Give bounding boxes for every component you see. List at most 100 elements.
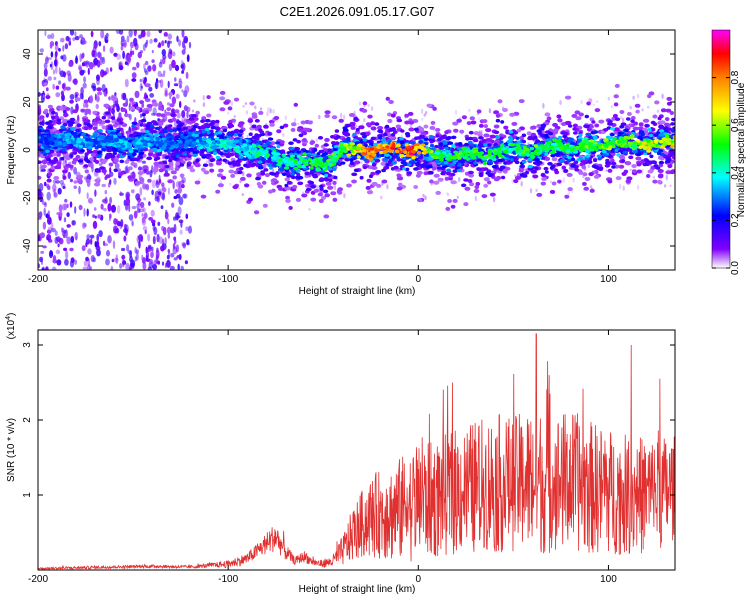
ridge-cell: [551, 130, 559, 135]
ridge-cell: [433, 173, 440, 178]
ridge-cell: [72, 109, 78, 114]
ridge-cell: [571, 113, 578, 118]
ridge-cell: [478, 173, 484, 178]
noise-cell: [511, 178, 514, 185]
ridge-cell: [468, 130, 474, 135]
ridge-cell: [426, 165, 431, 169]
ridge-cell: [164, 155, 170, 160]
noise-cell: [191, 109, 195, 113]
ridge-cell: [309, 181, 315, 185]
ridge-cell: [404, 120, 410, 125]
noise-cell: [123, 235, 127, 242]
ridge-cell: [309, 141, 315, 145]
ridge-cell: [594, 123, 600, 128]
noise-cell: [40, 192, 44, 199]
noise-cell: [62, 71, 66, 78]
ridge-cell: [206, 113, 212, 118]
noise-cell: [102, 198, 108, 205]
noise-cell: [70, 106, 74, 115]
ridge-cell: [500, 120, 505, 124]
ridge-cell: [189, 168, 196, 173]
noise-cell: [168, 48, 172, 55]
ridge-cell: [217, 131, 223, 135]
ridge-cell: [544, 112, 551, 117]
ridge-cell: [101, 147, 106, 152]
noise-cell: [155, 78, 159, 83]
ridge-cell: [573, 160, 579, 164]
ridge-cell: [63, 165, 68, 170]
ridge-cell: [40, 165, 46, 170]
ridge-cell: [497, 158, 503, 163]
ridge-cell: [131, 121, 138, 126]
ridge-cell: [316, 152, 321, 156]
ridge-cell: [481, 139, 487, 143]
noise-cell: [254, 105, 257, 110]
ridge-cell: [544, 170, 549, 174]
ridge-cell: [392, 130, 398, 134]
ridge-cell: [386, 112, 393, 117]
ridge-cell: [586, 101, 591, 106]
ridge-cell: [476, 109, 482, 114]
ridge-cell: [615, 176, 622, 181]
noise-cell: [85, 60, 90, 68]
noise-cell: [136, 235, 140, 244]
noise-cell: [108, 96, 111, 101]
noise-cell: [147, 233, 151, 242]
ridge-cell: [46, 157, 51, 162]
ridge-cell: [561, 165, 567, 170]
ridge-cell: [435, 127, 441, 132]
ridge-cell: [105, 174, 111, 179]
ridge-cell: [670, 122, 675, 126]
ridge-cell: [614, 148, 619, 153]
noise-cell: [54, 44, 59, 51]
noise-cell: [160, 205, 164, 210]
noise-cell: [64, 159, 67, 164]
ridge-cell: [358, 125, 365, 130]
ridge-cell: [468, 173, 474, 178]
ridge-cell: [253, 210, 260, 215]
ridge-cell: [294, 147, 301, 151]
ridge-cell: [634, 103, 641, 108]
ridge-cell: [258, 110, 264, 115]
noise-cell: [47, 34, 52, 39]
noise-cell: [245, 110, 249, 115]
noise-cell: [157, 188, 163, 195]
noise-cell: [629, 105, 632, 110]
ridge-cell: [270, 141, 276, 146]
ridge-cell: [119, 121, 124, 125]
ridge-cell: [157, 161, 164, 166]
noise-cell: [137, 166, 143, 171]
noise-cell: [151, 179, 156, 189]
ridge-cell: [146, 103, 153, 108]
noise-cell: [136, 197, 142, 203]
ridge-cell: [647, 127, 652, 132]
noise-cell: [592, 103, 595, 107]
noise-cell: [87, 264, 91, 270]
noise-cell: [151, 112, 156, 116]
ridge-cell: [535, 139, 541, 143]
noise-cell: [55, 50, 58, 58]
noise-cell: [168, 63, 173, 72]
noise-cell: [237, 187, 241, 190]
noise-cell: [138, 240, 141, 249]
ridge-cell: [493, 124, 500, 129]
ridge-cell: [423, 124, 429, 129]
noise-cell: [47, 226, 52, 231]
noise-cell: [184, 260, 188, 265]
ridge-cell: [390, 133, 396, 137]
noise-cell: [468, 108, 471, 112]
noise-cell: [176, 112, 181, 119]
noise-cell: [58, 204, 63, 213]
noise-cell: [45, 87, 49, 92]
ridge-cell: [39, 121, 45, 125]
noise-cell: [629, 168, 632, 171]
ridge-cell: [103, 103, 110, 108]
noise-cell: [67, 171, 72, 180]
noise-cell: [137, 201, 141, 206]
ridge-cell: [238, 133, 243, 137]
ridge-cell: [101, 115, 107, 120]
ridge-cell: [318, 199, 324, 203]
ridge-cell: [62, 169, 68, 174]
noise-cell: [96, 233, 99, 243]
